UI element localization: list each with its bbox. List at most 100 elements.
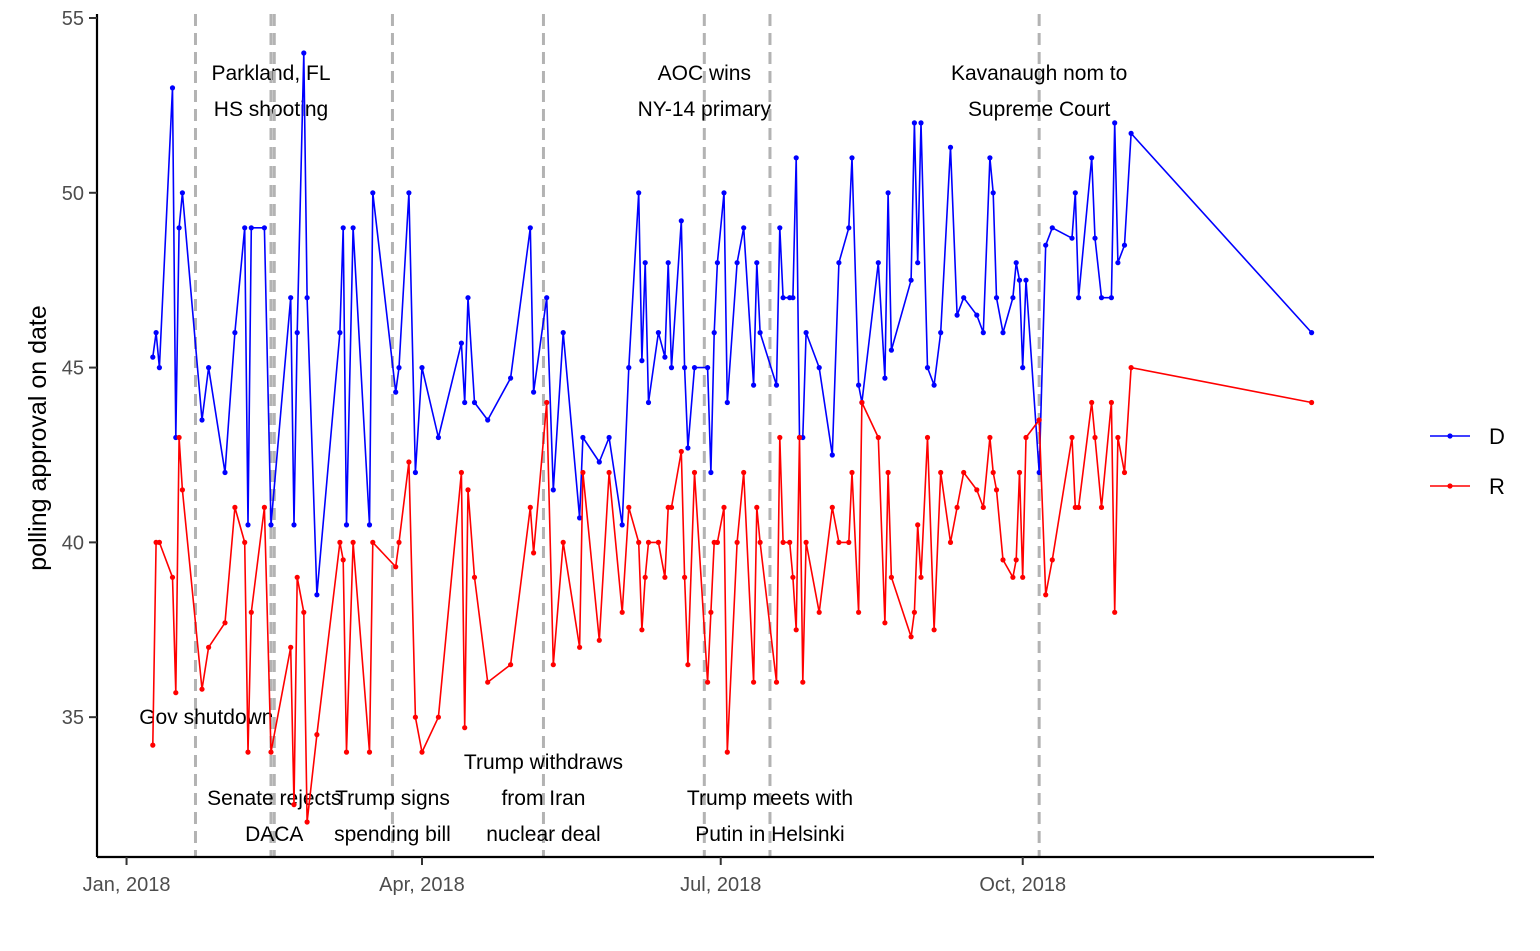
data-point (974, 312, 980, 318)
data-point (645, 539, 652, 546)
data-point (291, 522, 297, 528)
data-point (366, 522, 373, 528)
data-point (849, 155, 855, 161)
data-point (199, 417, 205, 423)
data-point (678, 218, 684, 224)
data-point (396, 365, 402, 371)
data-point (662, 354, 668, 360)
data-point (1092, 235, 1098, 241)
data-point (169, 85, 176, 91)
data-point (343, 522, 350, 528)
data-point (1076, 504, 1082, 510)
data-point (471, 574, 478, 580)
data-point (531, 389, 537, 395)
data-point (222, 620, 228, 626)
data-point (645, 399, 652, 406)
data-point (856, 382, 862, 388)
data-point (1023, 277, 1029, 283)
data-point (691, 365, 698, 371)
data-point (1020, 365, 1026, 371)
data-point (179, 487, 185, 493)
data-point (304, 295, 310, 301)
data-point (1076, 295, 1082, 301)
data-point (544, 295, 550, 301)
data-point (1115, 260, 1121, 266)
event-label: Senate rejects (207, 787, 341, 810)
data-point (780, 539, 786, 546)
data-point (1108, 399, 1114, 406)
data-point (169, 574, 176, 580)
event-label: Kavanaugh nom to (951, 62, 1127, 85)
data-point (544, 399, 550, 406)
data-point (268, 749, 274, 755)
data-point (340, 557, 346, 563)
data-point (1020, 574, 1026, 580)
data-point (458, 469, 464, 476)
x-tick-label: Jul, 2018 (680, 874, 761, 896)
data-point (816, 365, 822, 371)
data-point (790, 574, 796, 580)
data-point (1309, 399, 1315, 406)
legend-label-D: D (1489, 424, 1505, 449)
legend-key-point (1447, 483, 1453, 489)
event-label: spending bill (334, 823, 451, 846)
data-point (708, 609, 714, 615)
data-point (242, 225, 248, 231)
legend-label-R: R (1489, 474, 1505, 499)
data-point (911, 120, 918, 126)
data-point (974, 487, 980, 493)
event-label: Gov shutdown (139, 706, 273, 729)
data-point (911, 609, 918, 615)
data-point (626, 504, 632, 510)
event-label: Supreme Court (968, 98, 1111, 121)
y-tick-label: 45 (62, 358, 84, 380)
data-point (393, 389, 399, 395)
data-point (435, 714, 441, 720)
data-point (366, 749, 373, 755)
data-point (655, 330, 662, 336)
y-axis-title: polling approval on date (24, 305, 52, 570)
data-point (150, 354, 156, 360)
event-label: Trump signs (335, 787, 450, 810)
event-label: Putin in Helsinki (695, 823, 844, 846)
data-point (980, 330, 986, 336)
data-point (1049, 557, 1055, 563)
data-point (176, 225, 182, 231)
data-point (918, 574, 924, 580)
data-point (1121, 242, 1128, 248)
data-point (301, 50, 307, 56)
data-point (550, 662, 556, 668)
data-point (751, 382, 757, 388)
data-point (261, 504, 267, 510)
data-point (577, 515, 583, 521)
data-point (961, 469, 967, 476)
data-point (156, 365, 162, 371)
data-point (856, 609, 862, 615)
data-point (471, 399, 478, 406)
data-point (829, 452, 835, 458)
series-lines (150, 50, 1315, 825)
data-point (1016, 277, 1023, 283)
y-tick-label: 50 (62, 183, 84, 205)
data-point (1010, 574, 1016, 580)
data-point (1013, 557, 1019, 563)
data-point (370, 539, 376, 546)
data-point (1013, 260, 1019, 266)
data-point (153, 330, 159, 336)
data-point (803, 539, 809, 546)
data-point (560, 330, 566, 336)
axes: 35 40 45 50 55 Jan, 2018 Apr, 2018 Jul, 2018 Oct… (62, 8, 1374, 896)
data-point (915, 522, 921, 528)
data-point (485, 417, 491, 423)
data-point (888, 347, 895, 353)
data-point (465, 295, 471, 301)
data-point (1128, 365, 1134, 371)
data-point (639, 358, 645, 364)
data-point (980, 504, 986, 510)
data-point (947, 539, 954, 546)
data-point (882, 375, 888, 381)
data-point (1092, 434, 1098, 441)
data-point (757, 330, 763, 336)
data-point (1072, 190, 1078, 196)
data-point (508, 662, 514, 668)
